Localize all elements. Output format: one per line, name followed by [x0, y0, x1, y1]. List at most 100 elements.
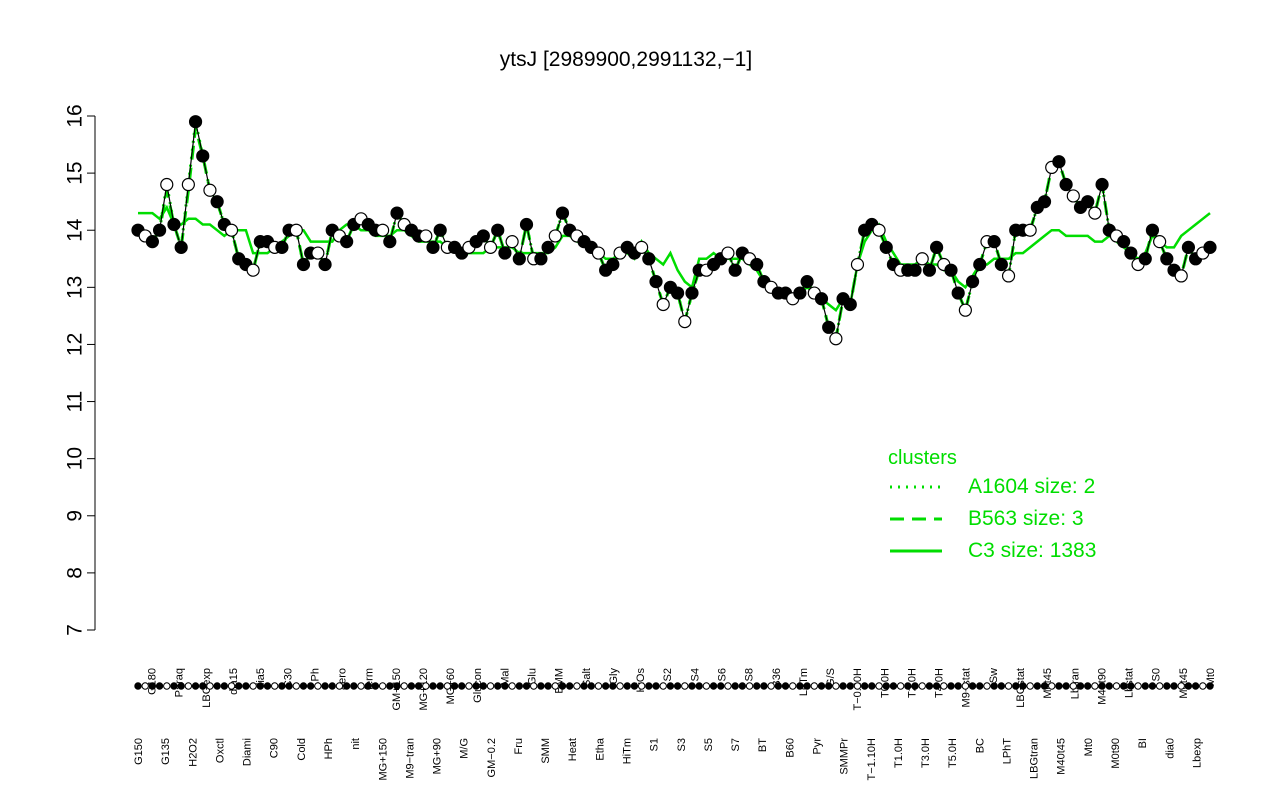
x-tick-label: Salt — [581, 668, 593, 687]
x-marker — [961, 682, 970, 690]
x-marker — [249, 682, 257, 690]
data-point — [1059, 177, 1073, 192]
data-point — [224, 223, 239, 237]
data-point — [814, 292, 829, 306]
x-tick-label: dia15 — [228, 668, 240, 695]
x-marker — [803, 682, 811, 690]
x-marker — [702, 682, 711, 690]
data-point — [1052, 155, 1066, 169]
y-tick-label: 7 — [63, 624, 86, 636]
x-tick-label: Fru — [513, 738, 525, 755]
x-tick-label: Mal — [499, 668, 511, 686]
x-marker — [537, 682, 545, 690]
x-marker — [925, 682, 934, 690]
x-marker — [400, 682, 408, 690]
x-marker — [789, 682, 797, 690]
x-tick-label: Cold — [296, 738, 308, 761]
x-marker — [990, 682, 998, 690]
x-tick-label: Heat — [567, 738, 579, 761]
legend-title: clusters — [888, 447, 957, 469]
x-marker — [544, 682, 552, 690]
x-marker — [364, 682, 372, 690]
x-marker — [623, 682, 631, 690]
x-marker — [1199, 682, 1207, 690]
x-marker — [422, 682, 430, 690]
x-marker — [199, 682, 207, 690]
x-marker — [386, 682, 394, 690]
x-tick-label: G/S — [825, 668, 837, 687]
x-marker — [350, 682, 358, 690]
x-marker — [846, 682, 854, 690]
data-point — [419, 229, 433, 243]
chart-legend: clusters A1604 size: 2 B563 size: 3 C3 siz… — [888, 447, 1096, 562]
x-tick-label: Mt0 — [1083, 738, 1095, 756]
x-tick-label: Etha — [594, 737, 606, 761]
x-marker — [717, 682, 725, 690]
y-tick-label: 16 — [63, 104, 86, 127]
x-marker — [458, 682, 466, 690]
data-point — [656, 297, 670, 312]
data-point — [555, 206, 570, 220]
data-point — [483, 240, 498, 254]
data-point — [311, 246, 325, 260]
x-marker — [997, 682, 1006, 690]
data-point — [994, 257, 1008, 272]
data-point — [1095, 177, 1109, 192]
data-point — [642, 252, 656, 266]
x-tick-label: dia0 — [1164, 738, 1176, 759]
x-marker — [832, 682, 840, 690]
x-marker — [1055, 682, 1063, 690]
x-marker — [753, 682, 761, 690]
x-tick-label: T−1.10H — [866, 738, 878, 781]
x-marker — [738, 682, 747, 690]
legend-entry-label: C3 size: 1383 — [968, 539, 1096, 562]
x-marker — [1012, 682, 1020, 690]
x-tick-label: S1 — [649, 738, 661, 751]
x-marker — [306, 682, 315, 690]
x-marker — [839, 682, 847, 690]
x-marker — [853, 682, 862, 690]
x-marker — [630, 682, 639, 690]
x-marker — [141, 682, 149, 690]
data-point — [1023, 223, 1037, 237]
data-point — [965, 275, 980, 289]
x-marker — [1048, 682, 1056, 690]
x-marker — [976, 682, 984, 690]
x-marker — [774, 682, 783, 690]
x-marker — [817, 682, 826, 690]
data-point — [541, 240, 555, 254]
data-point — [246, 263, 260, 277]
x-marker — [1040, 682, 1049, 690]
data-point — [145, 235, 159, 249]
x-tick-label: T5.0H — [947, 738, 959, 768]
x-marker — [983, 682, 991, 690]
data-point — [944, 263, 958, 277]
data-point — [152, 223, 167, 237]
x-marker — [681, 682, 689, 690]
x-marker — [1191, 682, 1200, 690]
x-marker — [1083, 682, 1092, 690]
x-tick-label: MG+90 — [432, 738, 444, 774]
data-point — [181, 177, 195, 192]
x-tick-label: M9−tran — [404, 738, 416, 779]
x-tick-label: M0t90 — [1110, 738, 1122, 769]
x-tick-label: SMMPr — [839, 738, 851, 775]
data-point — [210, 195, 224, 209]
chart-title: ytsJ [2989900,2991132,−1] — [500, 48, 752, 71]
x-marker — [163, 682, 171, 690]
x-marker — [530, 682, 538, 690]
x-marker — [501, 682, 509, 690]
x-tick-label: nit — [350, 738, 362, 750]
x-tick-label: G150 — [133, 738, 145, 765]
data-point — [505, 235, 519, 249]
x-marker — [235, 682, 243, 690]
x-marker — [292, 682, 300, 690]
y-axis: 7 8 9 10 11 12 13 14 15 16 — [63, 104, 96, 636]
x-tick-label: HPh — [323, 738, 335, 759]
data-point — [491, 223, 505, 237]
data-point — [340, 235, 354, 249]
data-point — [1001, 269, 1016, 283]
data-point — [203, 183, 217, 197]
